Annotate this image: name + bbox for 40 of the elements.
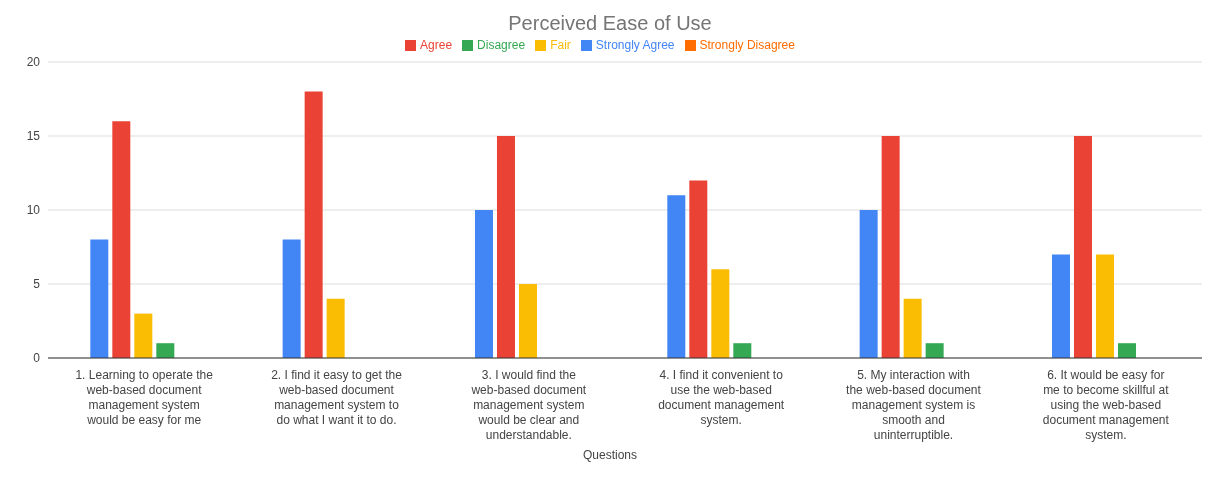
bar	[859, 210, 878, 358]
legend-label: Strongly Disagree	[699, 38, 795, 52]
legend-label: Strongly Agree	[595, 38, 675, 52]
bar	[1095, 254, 1114, 358]
y-tick-label: 5	[33, 277, 41, 292]
bar	[733, 343, 752, 358]
y-tick-label: 0	[33, 351, 41, 366]
x-tick-label: 6. It would be easy for me to become skillful at using the web-based document management system.	[1042, 367, 1170, 442]
bar	[134, 313, 153, 358]
x-tick-label: 1. Learning to operate the web-based document management system would be easy for me	[75, 367, 214, 427]
x-tick-label: 2. I find it easy to get the web-based document management system to do what I want it to do.	[271, 367, 403, 427]
legend-label: Disagree	[477, 38, 526, 52]
bar	[689, 180, 708, 358]
bar	[156, 343, 175, 358]
y-tick-label: 15	[26, 129, 41, 144]
y-tick-label: 20	[26, 55, 41, 70]
y-tick-label: 10	[26, 203, 41, 218]
bar	[282, 239, 301, 358]
legend-label: Fair	[550, 38, 571, 52]
bar	[474, 210, 493, 358]
bar	[112, 121, 131, 358]
bar	[1051, 254, 1070, 358]
legend-label: Agree	[420, 38, 453, 52]
bar	[667, 195, 686, 358]
x-tick-label: 5. My interaction with the web-based document management system is smooth and uninterruptible.	[846, 367, 982, 442]
bar	[711, 269, 730, 358]
x-axis-title: Questions	[582, 448, 638, 462]
bar	[518, 284, 537, 358]
bar	[1117, 343, 1136, 358]
bar	[1073, 136, 1092, 358]
bar	[326, 298, 345, 358]
chart-title: Perceived Ease of Use	[507, 11, 713, 36]
x-tick-label: 3. I would find the web-based document management system would be clear and understandable.	[470, 367, 587, 442]
bar	[304, 91, 323, 358]
bar	[925, 343, 944, 358]
bar	[90, 239, 109, 358]
bar	[496, 136, 515, 358]
bar	[881, 136, 900, 358]
bar	[903, 298, 922, 358]
x-tick-label: 4. I find it convenient to use the web-based document management system.	[658, 367, 785, 427]
